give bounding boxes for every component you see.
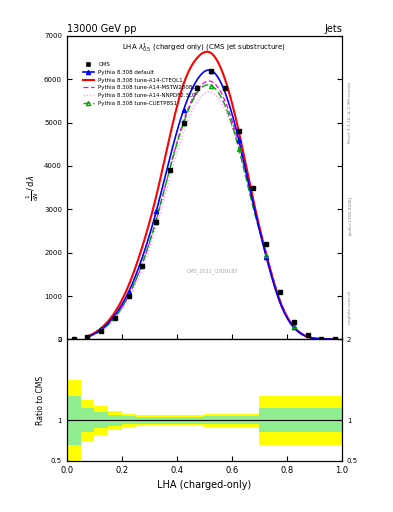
X-axis label: LHA (charged-only): LHA (charged-only)	[157, 480, 252, 490]
Text: Rivet 3.1.10, ≥ 2.9M events: Rivet 3.1.10, ≥ 2.9M events	[348, 82, 352, 143]
Text: 13000 GeV pp: 13000 GeV pp	[67, 24, 136, 34]
Text: CMS_2021_I1920187: CMS_2021_I1920187	[187, 269, 239, 274]
Text: mcplots.cern.ch: mcplots.cern.ch	[348, 290, 352, 325]
Text: LHA $\lambda^{1}_{0.5}$ (charged only) (CMS jet substructure): LHA $\lambda^{1}_{0.5}$ (charged only) (…	[122, 42, 286, 55]
Text: Jets: Jets	[324, 24, 342, 34]
Y-axis label: $\frac{1}{\mathrm{d}N}\,/\,\mathrm{d}\lambda$: $\frac{1}{\mathrm{d}N}\,/\,\mathrm{d}\la…	[25, 175, 41, 201]
Y-axis label: Ratio to CMS: Ratio to CMS	[36, 375, 45, 424]
Legend: CMS, Pythia 8.308 default, Pythia 8.308 tune-A14-CTEQL1, Pythia 8.308 tune-A14-M: CMS, Pythia 8.308 default, Pythia 8.308 …	[81, 60, 202, 108]
Text: [arXiv:1306.3436]: [arXiv:1306.3436]	[348, 196, 352, 234]
